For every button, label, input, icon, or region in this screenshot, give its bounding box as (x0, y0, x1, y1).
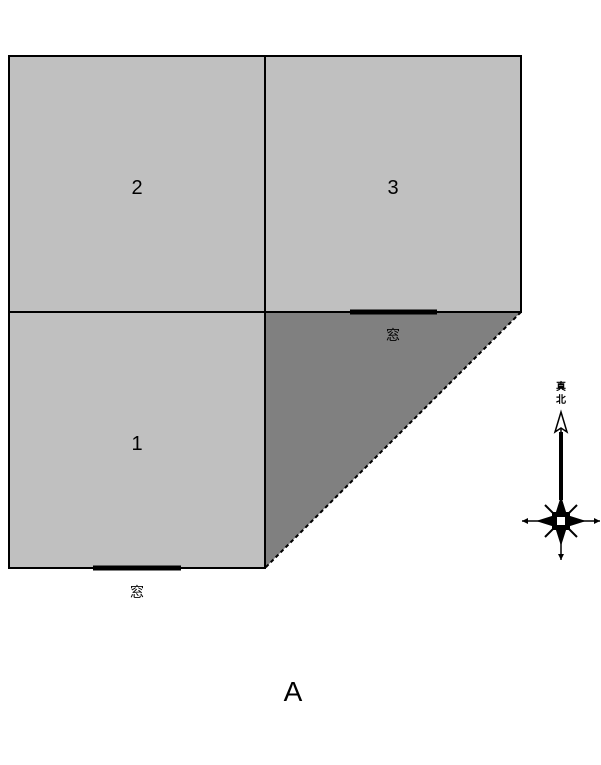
shaded-triangle-area (265, 312, 521, 568)
room-2 (8, 55, 266, 313)
compass-label-line1: 真 (556, 380, 566, 393)
room-1-label: 1 (131, 433, 142, 455)
figure-label: A (284, 676, 303, 707)
true-north-compass-icon: 真 北 (522, 380, 600, 560)
diagonal-dashed-edge (264, 311, 522, 569)
room-2-label: 2 (131, 177, 142, 199)
room-3-label: 3 (387, 177, 398, 199)
room-3 (264, 55, 522, 313)
window-room-3-label: 窓 (386, 327, 400, 344)
compass-label-line2: 北 (556, 393, 566, 406)
room-1 (8, 311, 266, 569)
window-room-1-label: 窓 (130, 584, 144, 601)
